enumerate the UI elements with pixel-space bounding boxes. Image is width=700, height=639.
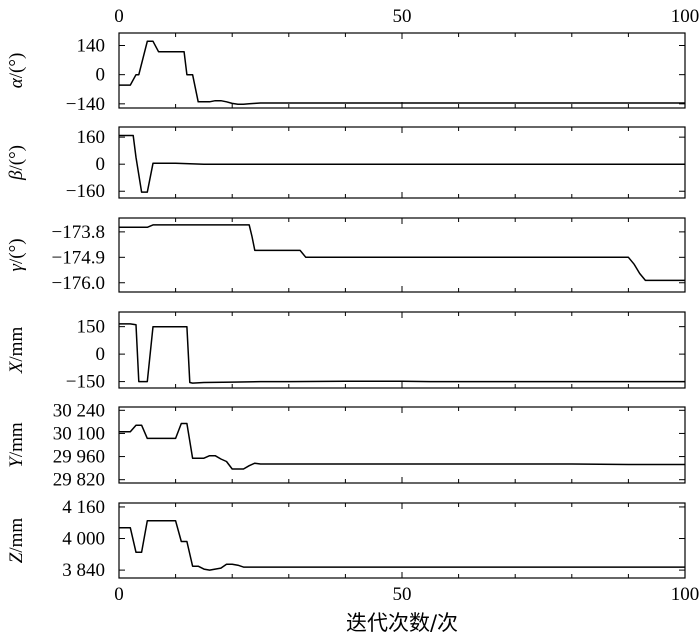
- x-tick-label-top: 50: [393, 6, 412, 27]
- subplot-panel: −173.8 −174.9 −176.0 γ/(°): [6, 217, 686, 294]
- panel-frame: [118, 217, 686, 293]
- y-tick-label: −150: [66, 372, 105, 393]
- y-tick-label: 0: [96, 65, 106, 86]
- y-axis-label: Y/mm: [6, 422, 27, 468]
- series-line: [119, 323, 685, 384]
- y-tick-label: −174.9: [52, 247, 105, 268]
- y-tick-label: 0: [96, 154, 106, 175]
- y-axis-label: γ/(°): [6, 238, 27, 271]
- y-tick-label: 0: [96, 344, 106, 365]
- x-tick-label-bottom: 100: [671, 584, 700, 605]
- series-line: [119, 520, 685, 571]
- y-axis-label: X/mm: [6, 327, 27, 375]
- y-tick-label: 150: [77, 317, 106, 338]
- y-axis-label: α/(°): [6, 53, 27, 89]
- x-axis-label: 迭代次数/次: [346, 611, 458, 635]
- y-tick-label: 29 960: [53, 447, 105, 468]
- subplot-panel: 160 0 −160 β/(°): [6, 126, 686, 202]
- series-line: [119, 134, 685, 193]
- series-line: [119, 40, 685, 106]
- panel-frame: [118, 311, 686, 389]
- panel-frame: [118, 126, 686, 199]
- x-tick-label-bottom: 50: [393, 584, 412, 605]
- y-tick-label: 30 100: [53, 423, 105, 444]
- y-tick-label: −173.8: [52, 222, 105, 243]
- y-tick-label: 29 820: [53, 470, 105, 491]
- x-tick-label-top: 0: [114, 6, 124, 27]
- series-line: [119, 422, 685, 470]
- y-tick-label: 30 240: [53, 400, 105, 421]
- x-tick-label-top: 100: [671, 6, 700, 27]
- panel-frame: [118, 32, 686, 109]
- y-tick-label: 160: [77, 127, 106, 148]
- y-tick-label: 3 840: [62, 560, 105, 581]
- y-tick-label: 140: [77, 36, 106, 57]
- y-axis-label: β/(°): [6, 145, 27, 181]
- y-tick-label: 4 160: [62, 497, 105, 518]
- subplot-panel: 140 0 −140 α/(°): [6, 32, 686, 115]
- subplot-panel: 4 160 4 000 3 840 Z/mm: [6, 497, 686, 581]
- y-axis-label: Z/mm: [6, 518, 27, 564]
- panel-frame: [118, 406, 686, 484]
- series-line: [119, 224, 685, 282]
- y-tick-label: −140: [66, 94, 105, 115]
- y-tick-label: 4 000: [62, 529, 105, 550]
- y-tick-label: −176.0: [52, 273, 105, 294]
- subplot-panel: 150 0 −150 X/mm: [6, 311, 686, 393]
- y-tick-label: −160: [66, 181, 105, 202]
- x-tick-label-bottom: 0: [114, 584, 124, 605]
